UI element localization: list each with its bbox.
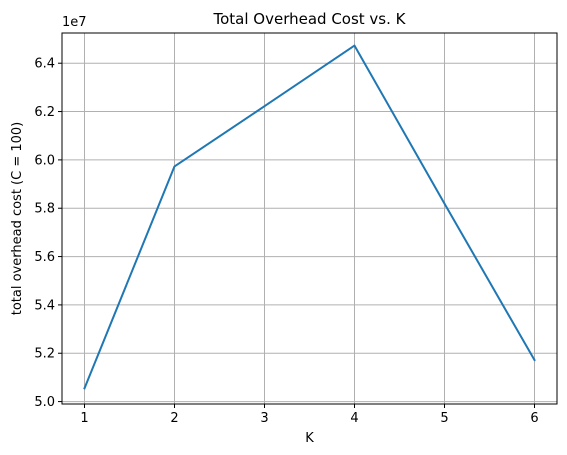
x-tick-label: 5 bbox=[440, 411, 448, 426]
y-tick-label: 5.2 bbox=[34, 347, 55, 362]
y-tick-label: 5.8 bbox=[34, 202, 55, 217]
y-tick-label: 6.2 bbox=[34, 105, 55, 120]
x-tick-label: 1 bbox=[80, 411, 88, 426]
series-layer bbox=[83, 44, 536, 390]
plot-frame bbox=[61, 32, 558, 405]
x-axis-label: K bbox=[305, 431, 314, 446]
x-tick-label: 2 bbox=[170, 411, 178, 426]
y-tick-label: 6.4 bbox=[34, 57, 55, 72]
x-tick-label: 6 bbox=[530, 411, 538, 426]
y-tick-label: 6.0 bbox=[34, 153, 55, 168]
y-axis: 5.0 5.2 5.4 5.6 5.8 6.0 6.2 6.4 bbox=[34, 57, 62, 410]
y-axis-offset-label: 1e7 bbox=[62, 15, 87, 30]
x-axis: 1 2 3 4 5 6 bbox=[80, 404, 539, 426]
series-line bbox=[83, 44, 536, 390]
x-tick-label: 4 bbox=[350, 411, 358, 426]
chart-title: Total Overhead Cost vs. K bbox=[212, 10, 406, 28]
x-tick-label: 3 bbox=[260, 411, 268, 426]
y-tick-label: 5.4 bbox=[34, 298, 55, 313]
y-axis-label: total overhead cost (C = 100) bbox=[10, 122, 25, 316]
y-tick-label: 5.0 bbox=[34, 395, 55, 410]
y-tick-label: 5.6 bbox=[34, 250, 55, 265]
